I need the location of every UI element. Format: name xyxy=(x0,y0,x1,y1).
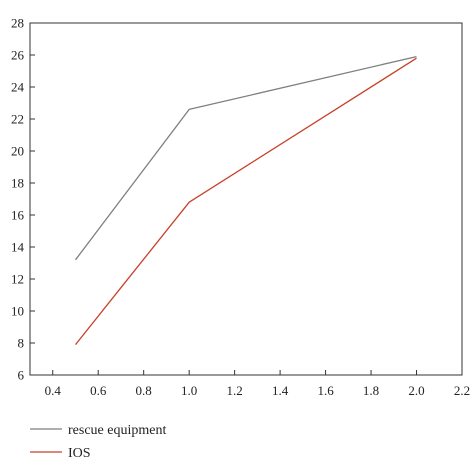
legend-label: IOS xyxy=(68,446,91,461)
y-axis: 6 8 10 12 14 16 18 20 22 24 26 28 xyxy=(11,16,35,383)
x-tick-label: 0.6 xyxy=(90,383,107,398)
x-tick-label: 2.0 xyxy=(408,383,424,398)
x-tick-label: 2.2 xyxy=(454,383,470,398)
y-tick-label: 20 xyxy=(11,144,24,159)
x-tick-label: 1.2 xyxy=(227,383,243,398)
x-tick-label: 0.4 xyxy=(45,383,62,398)
series-lines xyxy=(74,55,417,346)
x-tick-label: 1.0 xyxy=(181,383,197,398)
plot-frame xyxy=(29,22,463,376)
y-tick-label: 10 xyxy=(11,304,24,319)
y-tick-label: 16 xyxy=(11,208,25,223)
y-tick-label: 26 xyxy=(11,48,25,63)
y-tick-label: 28 xyxy=(11,16,24,31)
y-tick-label: 6 xyxy=(18,368,25,383)
x-tick-label: 0.8 xyxy=(136,383,152,398)
y-tick-label: 24 xyxy=(11,80,25,95)
x-tick-label: 1.6 xyxy=(317,383,334,398)
x-axis: 0.4 0.6 0.8 1.0 1.2 1.4 1.6 1.8 2.0 2.2 xyxy=(45,370,470,398)
legend-label: rescue equipment xyxy=(68,423,166,438)
y-tick-label: 8 xyxy=(18,336,25,351)
x-tick-label: 1.4 xyxy=(272,383,289,398)
y-tick-label: 12 xyxy=(11,272,24,287)
series-line-0 xyxy=(74,55,417,261)
y-tick-label: 14 xyxy=(11,240,25,255)
y-tick-label: 22 xyxy=(11,112,24,127)
series-line-1 xyxy=(74,57,417,346)
legend: rescue equipment IOS xyxy=(30,423,166,461)
y-tick-label: 18 xyxy=(11,176,24,191)
x-tick-label: 1.8 xyxy=(363,383,379,398)
